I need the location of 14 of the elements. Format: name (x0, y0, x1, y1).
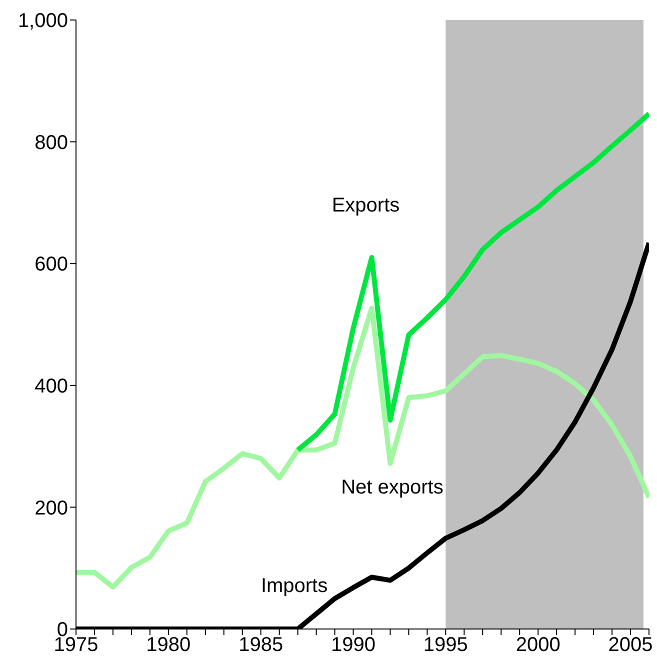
y-tick-label: 200 (34, 497, 68, 520)
x-tick-label: 1995 (423, 634, 468, 656)
x-tick-label: 1980 (146, 634, 191, 656)
y-tick-label: 600 (34, 254, 68, 276)
y-tick-label: 800 (34, 132, 68, 154)
text: Exports (332, 194, 400, 217)
y-tick-label: 1,000 (18, 10, 68, 32)
series-label: Net exports (341, 476, 444, 498)
x-tick-label: 1985 (238, 634, 284, 656)
y-tick-label: 400 (34, 376, 68, 398)
x-tick-label: 2005 (608, 634, 653, 656)
x-tick-label: 2000 (516, 634, 560, 656)
series-label: Imports (260, 574, 328, 597)
x-tick-label: 1990 (331, 634, 376, 656)
